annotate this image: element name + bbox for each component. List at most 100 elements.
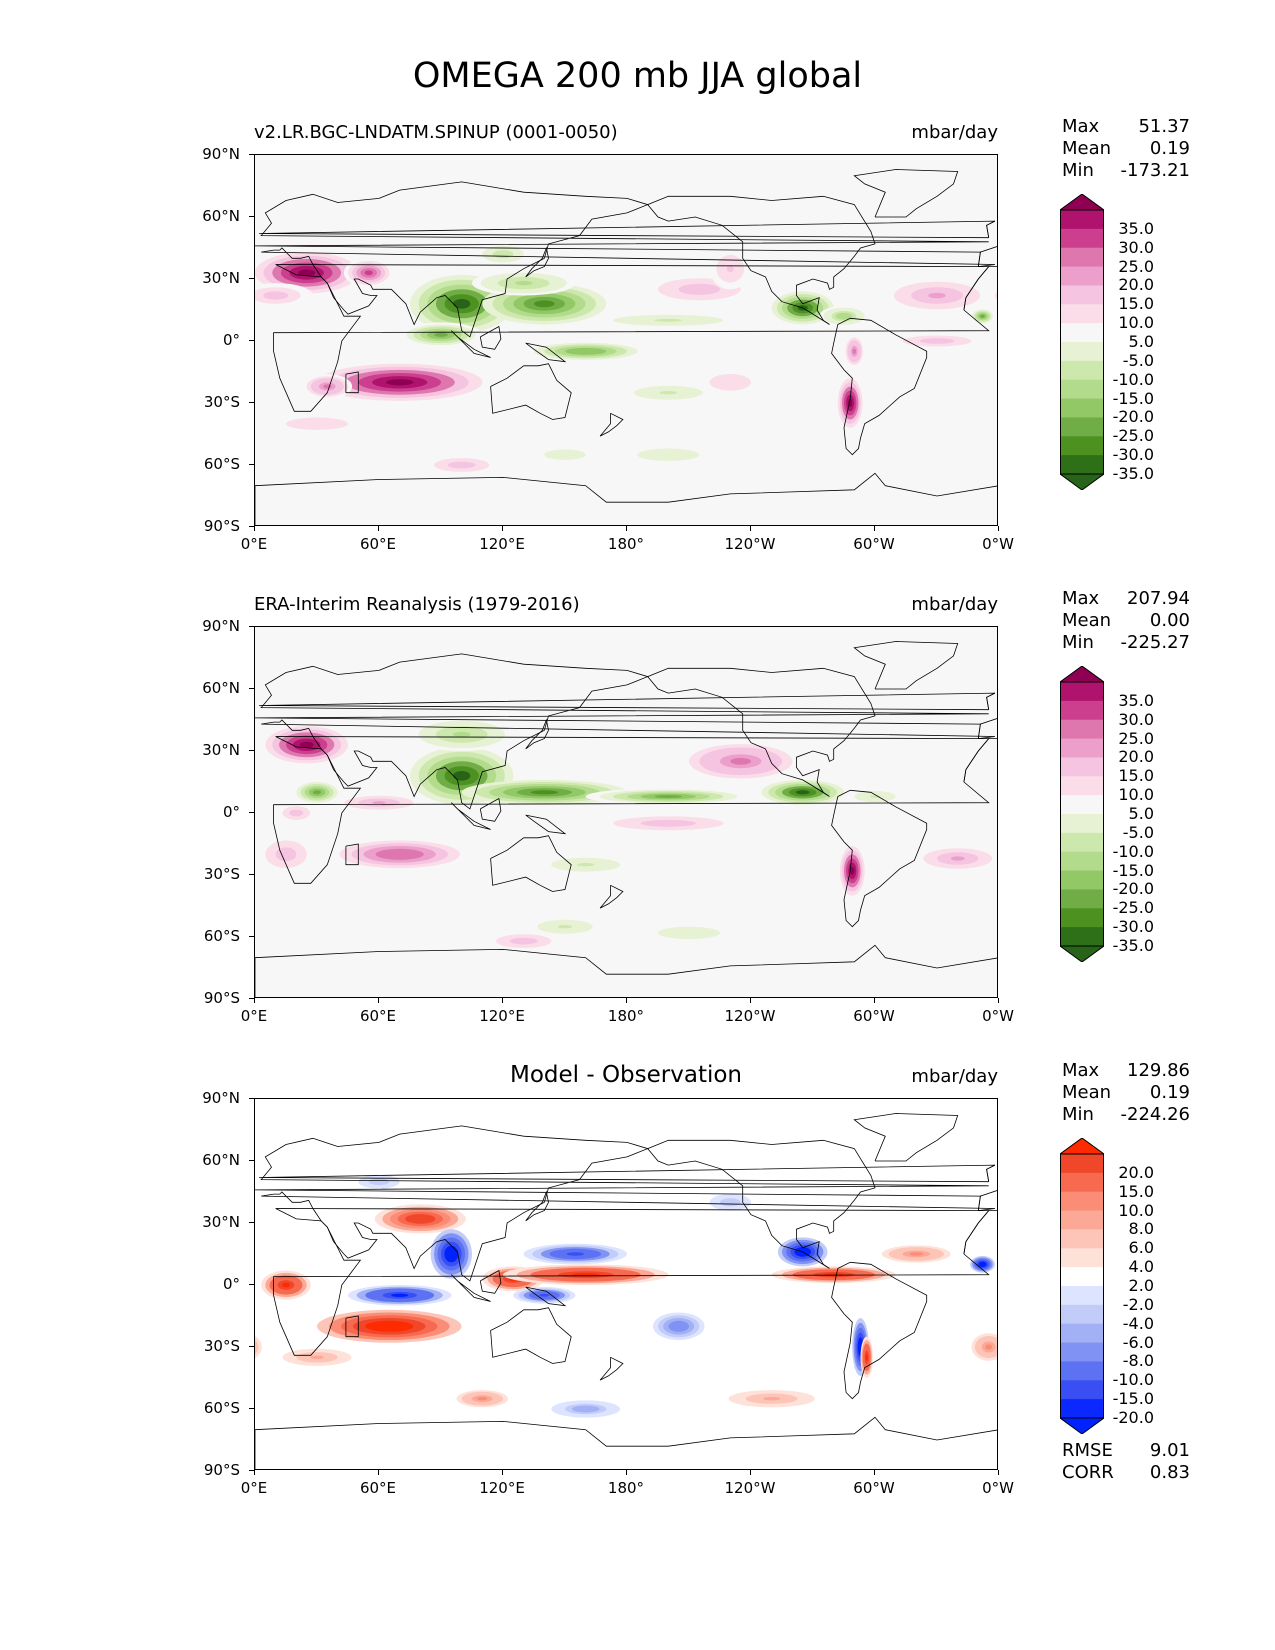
y-tick-mark	[249, 1470, 254, 1471]
x-tick-mark	[874, 526, 875, 531]
x-tick-label: 180°	[607, 1479, 645, 1497]
colorbar-extend-max	[1058, 1137, 1106, 1155]
colorbar-swatches	[1058, 193, 1106, 491]
colorbar-tick-label: -6.0	[1122, 1332, 1154, 1352]
contour-cell	[725, 1200, 736, 1205]
colorbar-swatch	[1060, 342, 1104, 362]
colorbar-swatch	[1060, 700, 1104, 721]
coastline	[977, 246, 997, 267]
colorbar-tick-label: -4.0	[1122, 1313, 1154, 1333]
y-tick-mark	[249, 1408, 254, 1409]
contour-cell	[453, 299, 471, 309]
coastline	[986, 692, 996, 710]
x-tick-mark	[502, 526, 503, 531]
colorbar-extend-min	[1058, 945, 1106, 963]
colorbar-swatches	[1058, 665, 1106, 963]
x-tick-label: 180°	[607, 1007, 645, 1025]
skill-value: 0.83	[1149, 1462, 1190, 1483]
contour-field	[255, 1099, 997, 1469]
coastline	[490, 363, 572, 420]
colorbar-tick-label: 10.0	[1118, 313, 1154, 333]
colorbar-swatch	[1060, 455, 1104, 475]
colorbar-tick-label: -8.0	[1122, 1351, 1154, 1371]
x-tick-mark	[626, 526, 627, 531]
colorbar-swatch	[1060, 1191, 1104, 1212]
colorbar-swatch	[1060, 1399, 1104, 1419]
colorbar-swatch	[1060, 1286, 1104, 1306]
colorbar-swatch	[1060, 1304, 1104, 1325]
coastline	[479, 1269, 502, 1294]
y-tick-label: 60°N	[202, 679, 240, 697]
contour-cell	[280, 850, 292, 858]
y-tick-label: 30°N	[202, 269, 240, 287]
colorbar-swatch	[1060, 417, 1104, 437]
stat-label: Max	[1062, 1060, 1100, 1081]
coastline	[255, 472, 997, 525]
x-tick-label: 120°E	[479, 1007, 525, 1025]
coastline	[490, 1307, 572, 1364]
contour-cell	[659, 391, 677, 395]
y-tick-label: 0°	[222, 331, 240, 349]
figure-title: OMEGA 200 mb JJA global	[412, 56, 863, 96]
coastline	[273, 1208, 990, 1356]
coastline	[831, 789, 928, 928]
coastline	[963, 266, 997, 311]
colorbar-tick-label: -5.0	[1122, 822, 1154, 842]
y-tick-mark	[249, 216, 254, 217]
coastline	[986, 1164, 996, 1182]
colorbar-tick-label: -20.0	[1112, 1408, 1154, 1427]
colorbar-swatch	[1060, 436, 1104, 456]
contour-cell	[312, 790, 322, 795]
colorbar-tick-label: 20.0	[1118, 275, 1154, 295]
coastline	[255, 1416, 997, 1469]
contour-cell	[985, 1344, 993, 1350]
x-tick-mark	[254, 998, 255, 1003]
x-tick-mark	[874, 1470, 875, 1475]
x-tick-mark	[750, 1470, 751, 1475]
contour-cell	[689, 286, 710, 293]
coastline	[977, 718, 997, 739]
contour-cell	[575, 349, 596, 353]
y-tick-label: 60°S	[203, 927, 240, 945]
y-tick-mark	[249, 688, 254, 689]
contour-cell	[823, 1273, 844, 1277]
stat-row: Max 207.94	[1062, 588, 1190, 610]
colorbar-tick-label: 15.0	[1118, 766, 1154, 786]
coastline	[255, 653, 995, 810]
contour-cell	[928, 292, 946, 299]
x-tick-mark	[626, 998, 627, 1003]
x-tick-mark	[874, 998, 875, 1003]
colorbar-swatch	[1060, 304, 1104, 324]
stat-label: Mean	[1062, 1082, 1112, 1103]
colorbar-swatch	[1060, 1323, 1104, 1344]
coastline	[345, 371, 359, 394]
colorbar-tick-label: -15.0	[1112, 860, 1154, 880]
colorbar-swatch	[1060, 757, 1104, 777]
stat-row: Max 129.86	[1062, 1060, 1190, 1082]
colorbar-tick-label: 5.0	[1128, 332, 1154, 351]
contour-cell	[387, 851, 412, 858]
coastline	[273, 736, 990, 884]
colorbar-tick-label: 35.0	[1118, 218, 1154, 238]
colorbar-tick-label: 20.0	[1118, 747, 1154, 767]
skill-row: RMSE 9.01	[1062, 1440, 1190, 1462]
contour-cell	[980, 1262, 985, 1266]
colorbar-swatch	[1060, 927, 1104, 947]
colorbar-swatch	[1060, 738, 1104, 758]
contour-cell	[578, 1407, 593, 1411]
contour-cell	[391, 1293, 409, 1297]
colorbar-tick-label: -25.0	[1112, 898, 1154, 918]
y-tick-mark	[249, 1160, 254, 1161]
x-tick-mark	[750, 526, 751, 531]
colorbar	[1058, 1137, 1106, 1438]
coastline	[986, 220, 996, 238]
coastline	[525, 814, 567, 835]
y-tick-mark	[249, 526, 254, 527]
contour-cell	[839, 314, 849, 318]
coastline	[451, 330, 491, 358]
panel-title: ERA-Interim Reanalysis (1979-2016)	[254, 594, 580, 615]
coastline	[599, 884, 624, 909]
contour-cell	[515, 281, 533, 286]
colorbar-tick-label: -35.0	[1112, 936, 1154, 955]
stat-row: Min -173.21	[1062, 160, 1190, 182]
